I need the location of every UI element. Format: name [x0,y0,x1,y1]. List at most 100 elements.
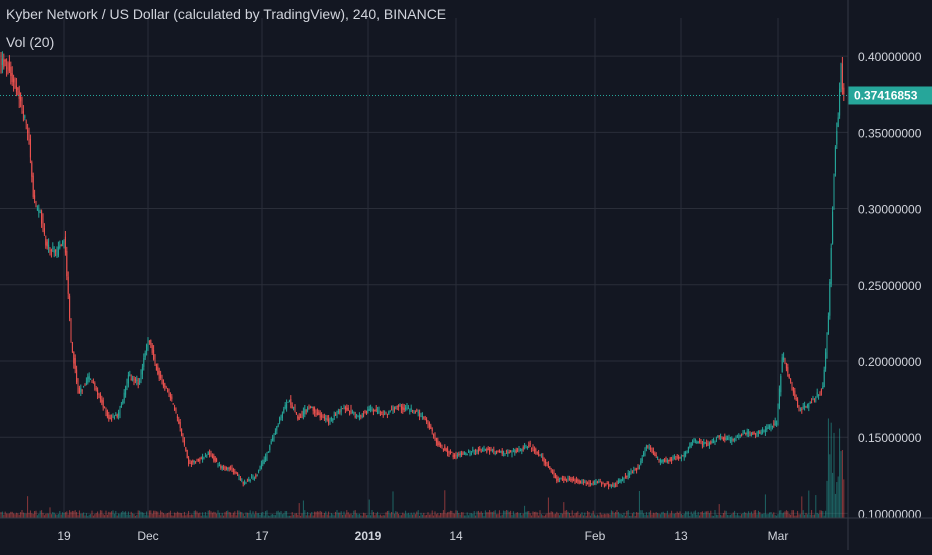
volume-bar [104,515,106,518]
volume-bar [421,514,423,518]
candle-body [578,480,580,484]
volume-bar [638,491,640,518]
candle-body [36,208,38,211]
candle-body [393,407,395,411]
candle-body [139,381,141,383]
volume-bar [284,511,286,518]
candles [0,51,845,490]
volume-bar [339,512,341,518]
candle-body [732,438,734,440]
volume-bar [283,513,285,518]
volume-bar [634,515,636,518]
candle-body [539,455,541,457]
candle-body [585,483,587,485]
candle-body [17,87,19,91]
candle-body [249,479,251,481]
candle-body [258,470,260,473]
volume-bar [4,511,6,518]
candle-body [14,83,16,89]
volume-bar [119,514,121,518]
volume-bar [231,514,233,518]
candle-body [252,477,254,479]
volume-bar [557,513,559,518]
candle-body [113,416,115,420]
volume-bar [711,515,713,518]
candle-body [487,448,489,451]
volume-bar [123,512,125,518]
volume-bar [718,504,720,518]
candle-body [260,463,262,470]
volume-bar [193,510,195,518]
candle-body [22,111,24,114]
candle-body [202,456,204,460]
volume-bar [388,510,390,518]
volume-bar [305,515,307,518]
volume-bar [675,513,677,518]
candle-body [42,219,44,230]
candle-body [647,445,649,447]
candle-body [120,404,122,408]
volume-bar [566,510,568,518]
chart-subtitle: Vol (20) [6,34,55,50]
candle-body [242,482,244,484]
candle-body [3,59,5,68]
candle-body [53,250,55,253]
candle-body [559,480,561,482]
volume-bar [455,510,457,518]
volume-bar [748,511,750,518]
volume-bar [344,514,346,518]
volume-bar [746,513,748,518]
volume-bar [519,512,521,518]
volume-bar [335,511,337,518]
candle-body [200,457,202,459]
volume-bar [155,511,157,518]
volume-bar [197,513,199,518]
volume-bar [463,515,465,518]
candle-body [287,401,289,403]
volume-bar [294,513,296,518]
volume-bar [333,515,335,518]
candle-body [52,247,54,249]
candle-body [277,425,279,427]
volume-bar [631,513,633,518]
volume-bar [820,510,822,518]
candle-body [533,449,535,452]
candle-body [725,438,727,440]
volume-bar [538,515,540,518]
volume-bar [8,513,10,518]
volume-bar [256,513,258,518]
candle-body [668,460,670,462]
volume-bar [560,513,562,518]
volume-bar [244,515,246,518]
volume-bar [179,512,181,518]
candle-body [237,472,239,476]
candle-body [482,450,484,452]
volume-bar [498,510,500,518]
y-tick-label: 0.20000000 [858,355,922,369]
candle-body [801,408,803,410]
candle-body [32,175,34,197]
volume-bar [680,513,682,518]
candle-body [38,210,40,213]
candle-body [304,409,306,415]
y-tick-label: 0.15000000 [858,431,922,445]
volume-bar [704,511,706,518]
candle-body [90,378,92,380]
candle-body [582,481,584,483]
candle-body [798,408,800,412]
volume-bar [213,511,215,518]
volume-bar [98,514,100,518]
candle-body [729,440,731,442]
volume-bar [81,513,83,518]
candle-body [8,62,10,71]
volume-bar [347,512,349,518]
volume-bar [354,510,356,518]
volume-bar [328,511,330,518]
volume-bar [112,510,114,518]
candle-body [564,478,566,481]
candle-body [76,369,78,383]
candle-body [518,449,520,452]
candle-body [809,402,811,404]
volume-bar [721,515,723,518]
candle-body [122,400,124,404]
